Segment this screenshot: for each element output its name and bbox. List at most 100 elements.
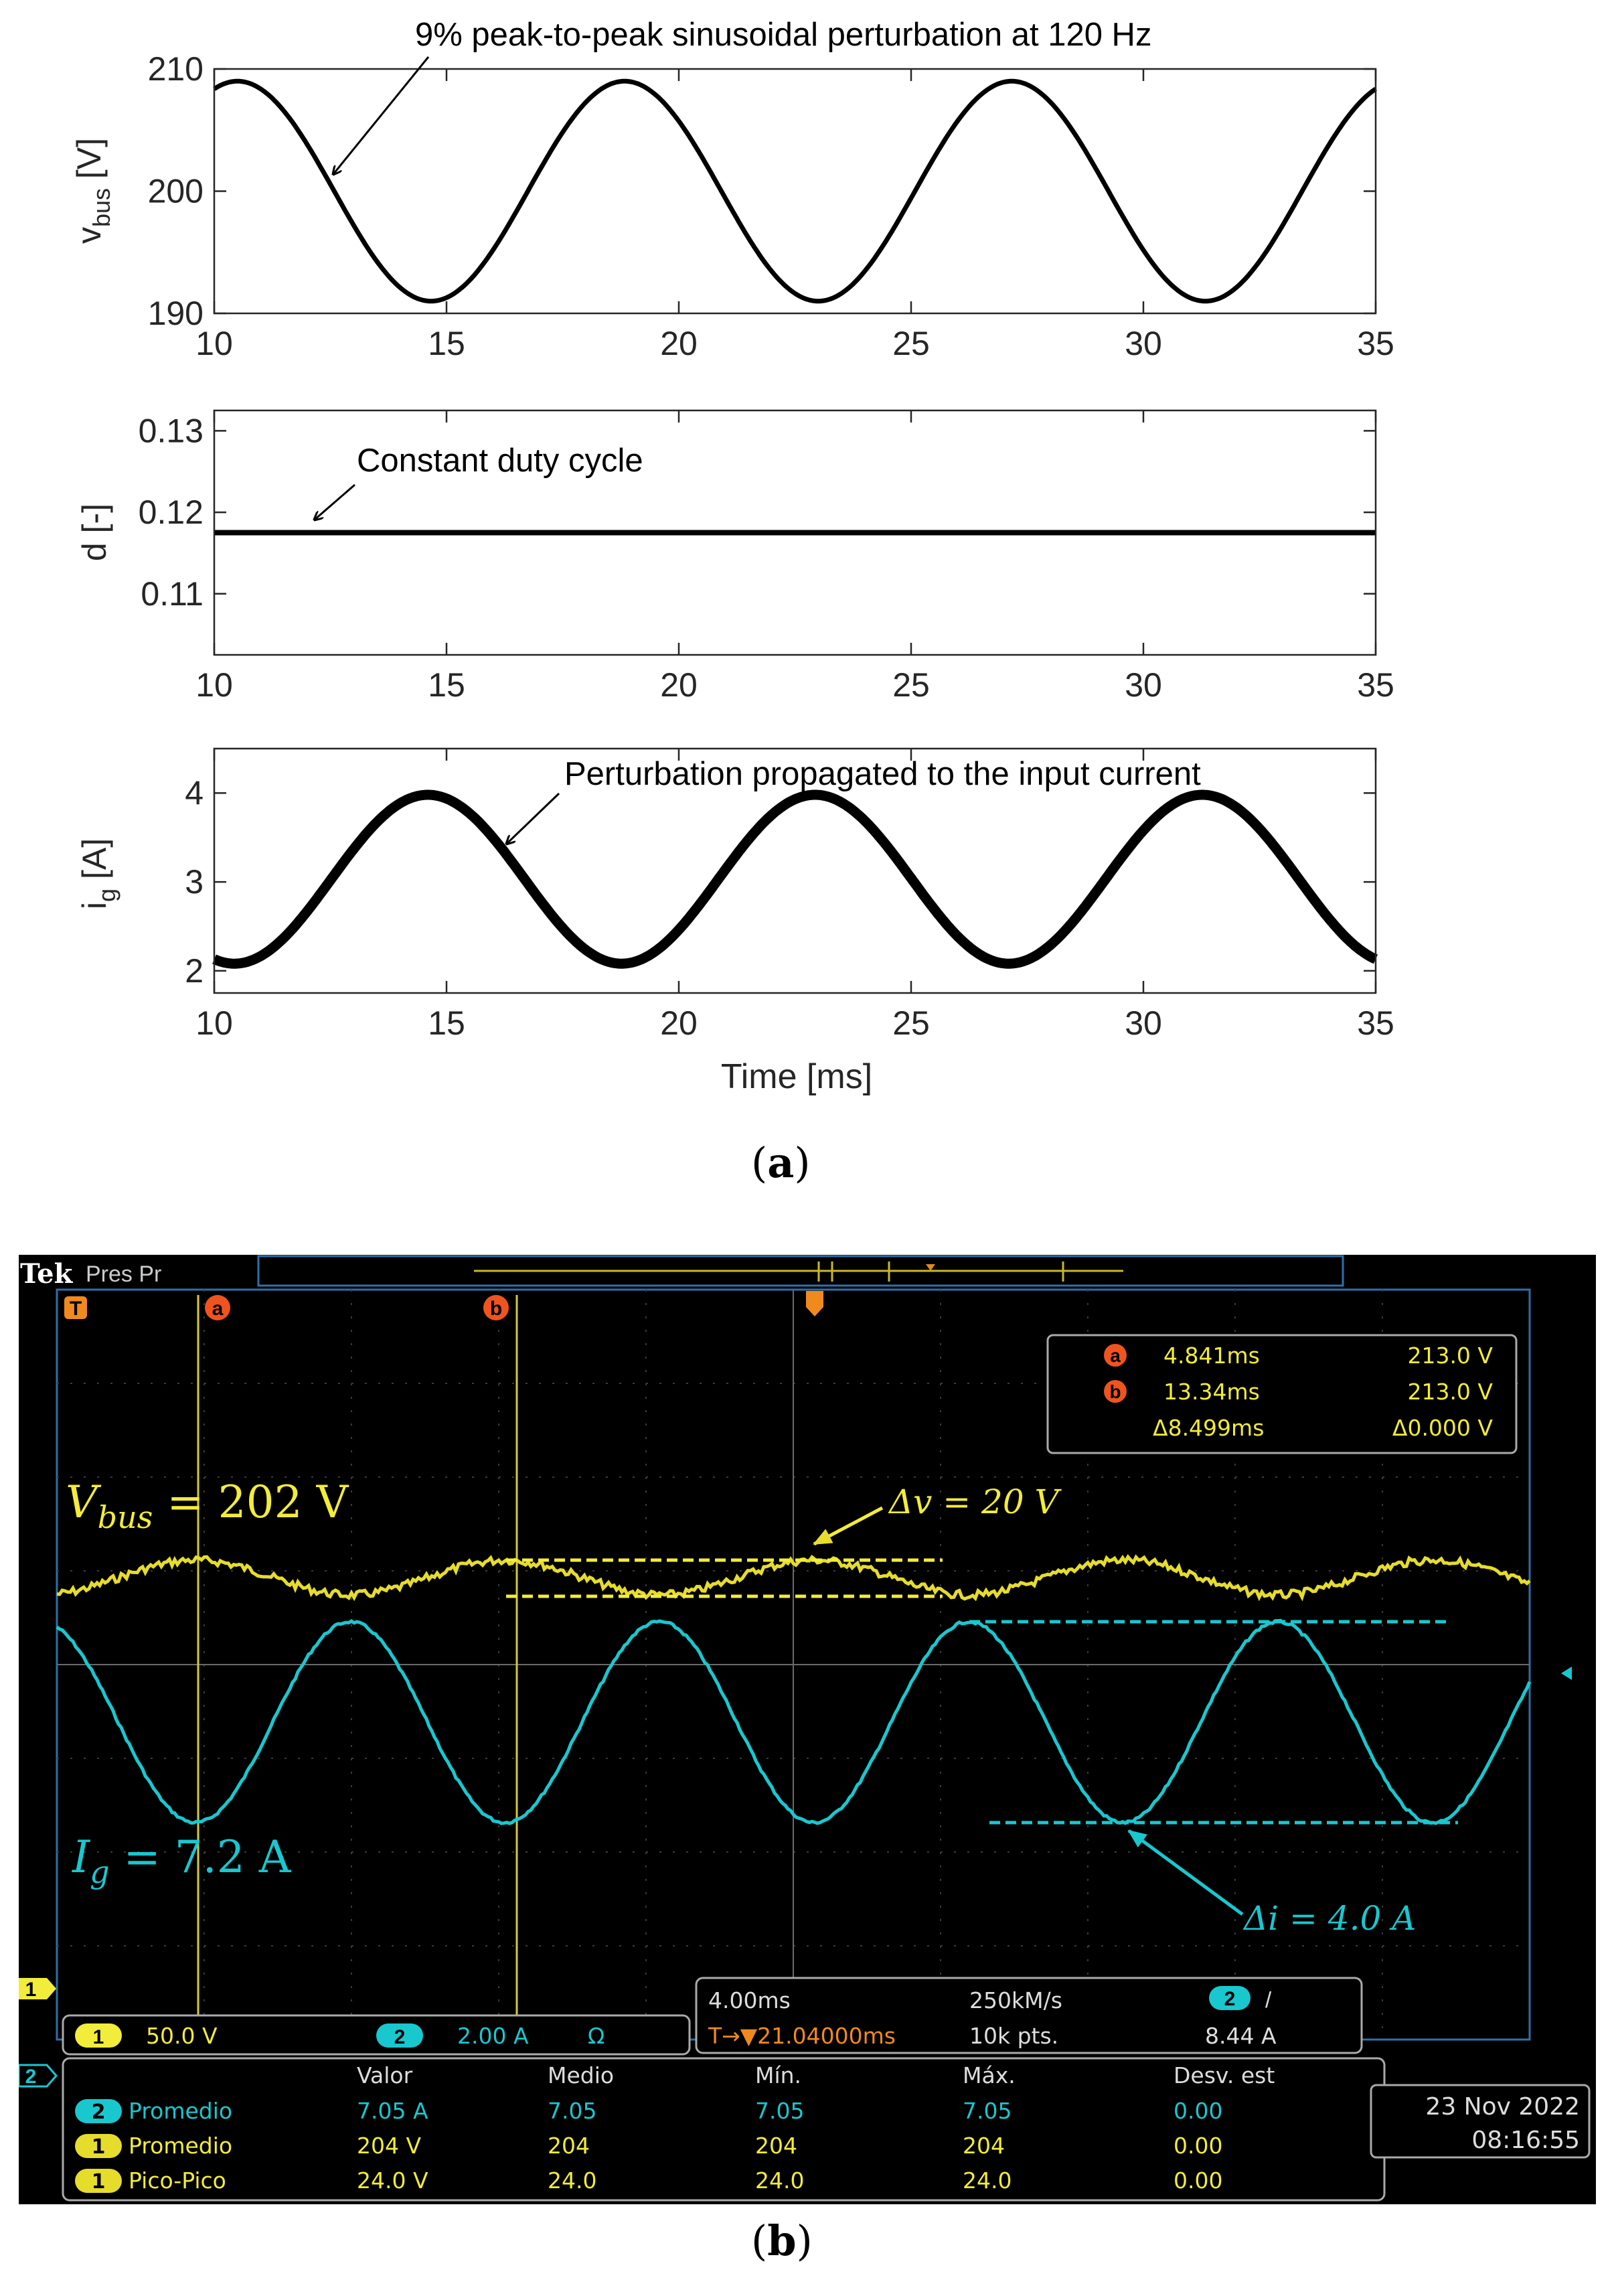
- x-tick-label: 35: [1357, 666, 1394, 704]
- readout-b-marker-label: b: [1109, 1381, 1121, 1402]
- measurement-value: 0.00: [1174, 2133, 1222, 2159]
- y-tick-label: 200: [148, 173, 204, 210]
- x-tick-label: 10: [195, 325, 233, 362]
- measurement-value: 204: [548, 2133, 590, 2159]
- vbus-annotation-arrow: [333, 56, 430, 174]
- ig-x-axis-label: Time [ms]: [721, 1057, 872, 1096]
- duty-y-axis-label: d [-]: [76, 504, 113, 561]
- trigger-slope: /: [1265, 1987, 1272, 2012]
- measurement-value: 204: [755, 2133, 797, 2159]
- readout-a-marker-label: a: [1110, 1345, 1121, 1366]
- delta-v-label: Δv = 20 V: [888, 1482, 1062, 1521]
- sample-rate: 250kM/s: [969, 1987, 1062, 2013]
- measurement-value: 204 V: [357, 2133, 421, 2159]
- oscilloscope-screen: Tek Pres Pr T a b Vbus = 202 V Δv = 20 V…: [19, 1255, 1596, 2204]
- measurement-header: Valor: [357, 2062, 413, 2088]
- measurement-value: 24.0: [963, 2167, 1012, 2194]
- y-tick-label: 0.12: [139, 493, 204, 531]
- channel-2-offset-marker: [1561, 1667, 1572, 1680]
- cursor-a-marker-label: a: [212, 1298, 224, 1320]
- measurement-value: 7.05: [963, 2098, 1012, 2124]
- measurements-table: Valor Medio Mín. Máx. Desv. est 2 Promedio 7.05…: [75, 2062, 1275, 2194]
- ig-label: Ig = 7.2 A: [72, 1831, 292, 1890]
- chart-input-current: 10 15 20 25 30 35 2 3 4 ig [A] Time [ms] Perturb…: [76, 747, 1394, 1096]
- ig-annotation: Perturbation propagated to the input cur…: [564, 756, 1201, 792]
- ch1-scale-badge: [75, 2023, 122, 2048]
- delta-i-arrow: [1127, 1829, 1244, 1916]
- measurement-channel-badge: [75, 2169, 122, 2193]
- cursor-b-volt: 213.0 V: [1407, 1379, 1493, 1405]
- trigger-time-marker: [806, 1291, 823, 1316]
- y-tick-label: 210: [148, 50, 204, 88]
- ch2-coupling: Ω: [588, 2023, 604, 2049]
- timebase-panel: [695, 1977, 1363, 2054]
- duty-axes-box: [213, 409, 1377, 656]
- measurement-value: 7.05: [548, 2098, 596, 2124]
- cursor-a-time: 4.841ms: [1163, 1343, 1260, 1369]
- measurement-channel-badge: [75, 2134, 122, 2158]
- y-tick-label: 0.13: [139, 412, 204, 449]
- trigger-source-badge-label: 2: [1224, 1988, 1236, 2010]
- trigger-level: 8.44 A: [1205, 2023, 1277, 2049]
- channel-1-trace: [56, 1554, 1531, 1602]
- x-tick-label: 25: [892, 325, 930, 362]
- measurement-channel-label: 1: [92, 2170, 106, 2194]
- measurement-value: 0.00: [1174, 2167, 1222, 2194]
- measurement-name: Promedio: [129, 2133, 232, 2159]
- cursor-b-marker-label: b: [490, 1298, 502, 1320]
- measurement-channel-label: 1: [92, 2135, 106, 2159]
- channel-scale-panel: [62, 2014, 691, 2056]
- measurement-header: Mín.: [755, 2062, 801, 2088]
- ig-plot-line: [212, 789, 1378, 969]
- measurement-value: 204: [963, 2133, 1005, 2159]
- y-tick-label: 2: [185, 952, 204, 990]
- x-tick-label: 30: [1125, 666, 1162, 704]
- x-tick-label: 20: [660, 325, 698, 362]
- ig-ticks: 10 15 20 25 30 35 2 3 4: [185, 749, 1394, 1042]
- readout-b-marker: [1104, 1380, 1127, 1403]
- x-tick-label: 25: [892, 1004, 930, 1042]
- delta-i-label: Δi = 4.0 A: [1242, 1899, 1416, 1938]
- horizontal-scale: 4.00ms: [708, 1987, 791, 2013]
- measurement-name: Pico-Pico: [129, 2167, 226, 2194]
- cursor-a-marker: [205, 1295, 230, 1320]
- y-tick-label: 4: [185, 774, 204, 812]
- ch1-scale: 50.0 V: [146, 2023, 218, 2049]
- channel-1-ground-marker: [19, 1978, 56, 1999]
- time: 08:16:55: [1471, 2127, 1580, 2154]
- record-window-brackets: [817, 1261, 1064, 1282]
- x-tick-label: 25: [892, 666, 930, 704]
- measurement-channel-label: 2: [92, 2100, 106, 2124]
- ch1-scale-badge-label: 1: [93, 2026, 104, 2048]
- record-length: 10k pts.: [969, 2023, 1058, 2049]
- x-tick-label: 10: [195, 666, 233, 704]
- x-tick-label: 30: [1125, 1004, 1162, 1042]
- x-tick-label: 35: [1357, 325, 1394, 362]
- vbus-y-axis-label: vbus [V]: [70, 138, 115, 244]
- channel-2-ground-marker: [19, 2064, 58, 2088]
- x-tick-label: 15: [428, 1004, 465, 1042]
- cursor-readout-panel: [1046, 1334, 1518, 1454]
- measurement-value: 0.00: [1174, 2098, 1222, 2124]
- ch2-scale-badge-label: 2: [394, 2026, 406, 2048]
- ch2-scale: 2.00 A: [457, 2023, 529, 2049]
- graticule-grid: [57, 1290, 1530, 2040]
- trigger-marker: [64, 1296, 87, 1319]
- acquisition-mode: Pres Pr: [86, 1261, 161, 1287]
- measurement-channel-badge: [75, 2099, 122, 2123]
- brand-logo: Tek: [20, 1258, 74, 1290]
- x-tick-label: 20: [660, 666, 698, 704]
- cursor-b-time: 13.34ms: [1163, 1379, 1260, 1405]
- measurement-value: 24.0 V: [357, 2167, 428, 2194]
- y-tick-label: 3: [185, 863, 204, 901]
- measurement-value: 7.05: [755, 2098, 804, 2124]
- ig-y-axis-label: ig [A]: [76, 838, 120, 909]
- measurement-header: Desv. est: [1174, 2062, 1275, 2088]
- chart-vbus: 10 15 20 25 30 35 190 200 210 vbus [V] 9% peak-t…: [70, 17, 1394, 362]
- trigger-position: T→▼21.04000ms: [708, 2023, 896, 2049]
- chart-duty-cycle: 10 15 20 25 30 35 0.11 0.12 0.13 d [-] Constant …: [76, 409, 1394, 704]
- vbus-annotation: 9% peak-to-peak sinusoidal perturbation …: [415, 17, 1151, 53]
- trigger-source-badge: [1209, 1986, 1250, 2010]
- vbus-plot-line: [213, 78, 1377, 304]
